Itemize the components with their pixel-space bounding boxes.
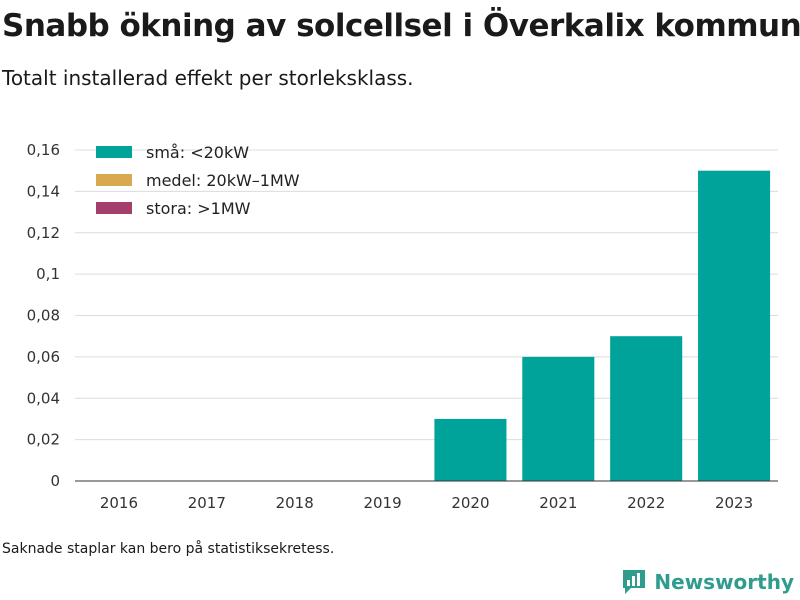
brand-name: Newsworthy	[654, 570, 794, 594]
brand: Newsworthy	[621, 568, 794, 596]
legend-label: små: <20kW	[146, 143, 249, 162]
x-tick-label: 2019	[363, 494, 401, 512]
x-tick-label: 2021	[539, 494, 577, 512]
bar-chart-speech-bubble-icon	[623, 570, 646, 594]
y-tick-label: 0,08	[27, 307, 60, 325]
x-tick-label: 2022	[627, 494, 665, 512]
y-tick-label: 0,1	[36, 265, 60, 283]
y-tick-label: 0,14	[27, 182, 60, 200]
y-tick-label: 0,02	[27, 431, 60, 449]
legend-swatch	[96, 146, 132, 158]
x-tick-label: 2023	[715, 494, 753, 512]
y-tick-label: 0,12	[27, 224, 60, 242]
x-tick-label: 2016	[100, 494, 138, 512]
bar	[434, 418, 507, 481]
y-tick-label: 0	[50, 472, 60, 490]
y-tick-label: 0,16	[27, 141, 60, 159]
legend-swatch	[96, 174, 132, 186]
bar-chart: 0 0,02 0,04 0,06 0,08 0,1 0,12 0,14 0,16 2016 2017…	[27, 141, 778, 512]
x-tick-label: 2017	[188, 494, 226, 512]
chart-subtitle: Totalt installerad effekt per storlekskl…	[2, 66, 414, 90]
legend-swatch	[96, 202, 132, 214]
chart-title: Snabb ökning av solcellsel i Överkalix k…	[2, 8, 800, 44]
bar	[698, 170, 771, 481]
bar	[610, 336, 683, 481]
y-tick-label: 0,04	[27, 389, 60, 407]
legend-label: stora: >1MW	[146, 199, 251, 218]
legend-label: medel: 20kW–1MW	[146, 171, 300, 190]
footnote: Saknade staplar kan bero på statistiksek…	[2, 541, 335, 557]
bar	[522, 356, 595, 481]
y-tick-label: 0,06	[27, 348, 60, 366]
x-tick-label: 2020	[451, 494, 489, 512]
x-tick-label: 2018	[276, 494, 314, 512]
